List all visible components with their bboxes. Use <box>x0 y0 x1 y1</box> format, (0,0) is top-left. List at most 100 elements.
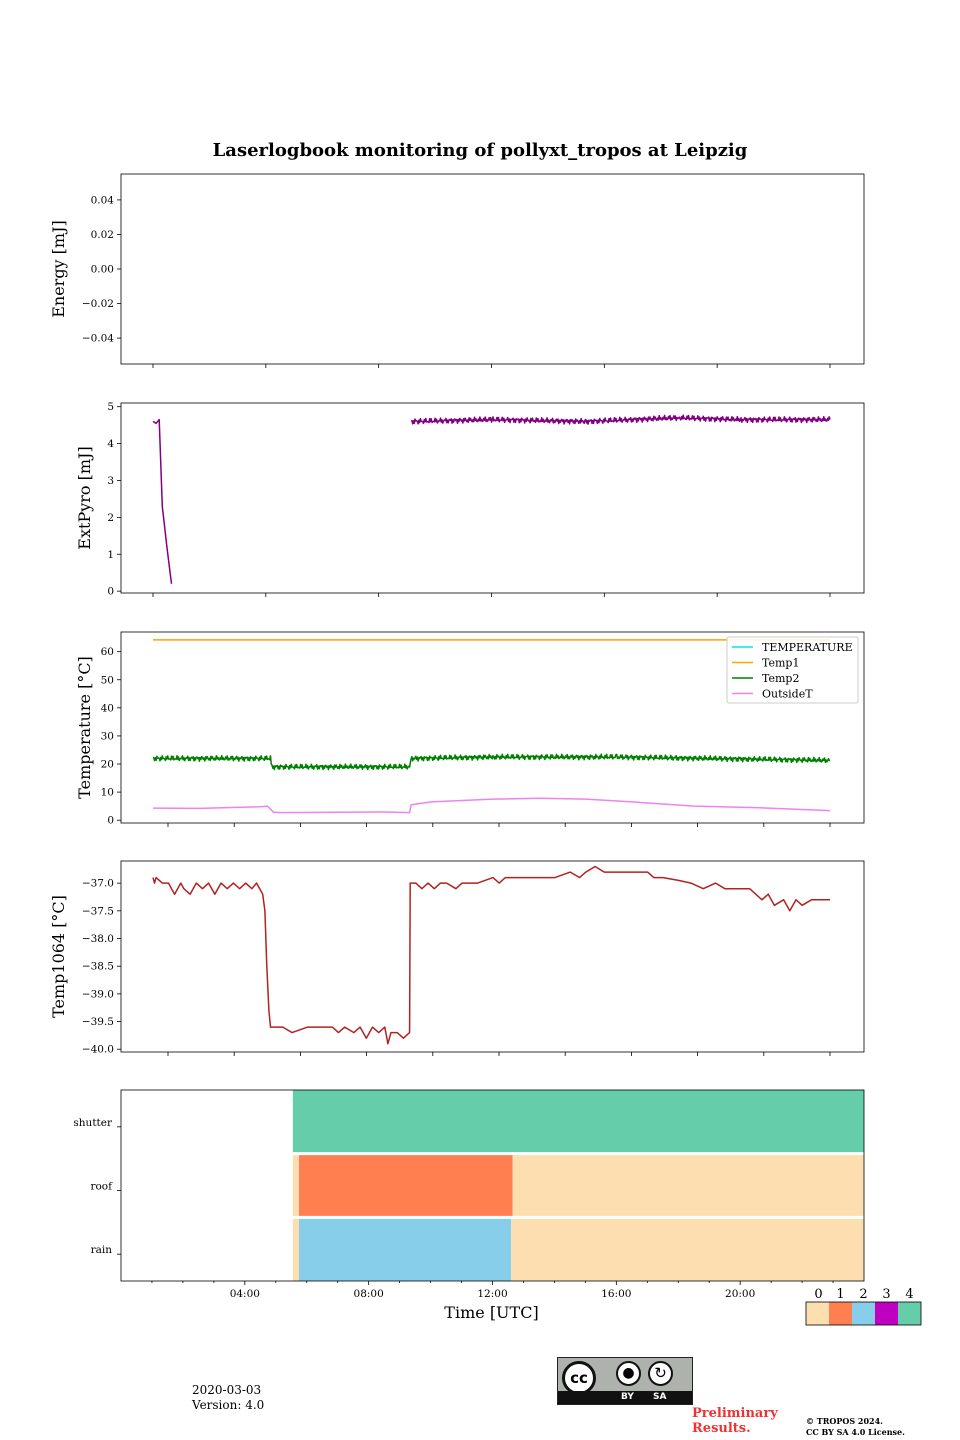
preliminary-line-1: Preliminary <box>692 1406 778 1421</box>
y-axis-label: Temperature [°C] <box>75 656 94 799</box>
y-tick-label: 50 <box>101 674 114 686</box>
legend-label: OutsideT <box>762 688 813 701</box>
series-line-outsidet <box>152 797 831 814</box>
y-tick-label: 2 <box>107 512 114 524</box>
row-label-shutter: shutter <box>73 1117 113 1129</box>
y-tick-label: −38.5 <box>82 961 114 973</box>
plot-area <box>121 174 864 364</box>
status-segment-rain <box>511 1217 864 1281</box>
legend: TEMPERATURE Temp1 Temp2 OutsideT <box>726 636 859 704</box>
series-line-temp2 <box>152 753 831 771</box>
axes-frame <box>120 402 865 594</box>
colorbar-cell <box>875 1302 898 1325</box>
y-tick-label: 60 <box>101 646 114 658</box>
y-tick-label: 30 <box>101 730 114 742</box>
sa-icon: ↻ <box>648 1361 673 1386</box>
status-segment-rain <box>299 1217 512 1281</box>
legend-label: Temp1 <box>762 657 799 670</box>
copyright-line-1: © TROPOS 2024. <box>806 1416 883 1426</box>
y-axis-label: ExtPyro [mJ] <box>75 446 94 549</box>
version-label: Version: 4.0 <box>192 1398 265 1412</box>
x-tick-label: 16:00 <box>601 1288 631 1300</box>
y-tick-label: −0.02 <box>82 298 114 310</box>
colorbar-cell <box>829 1302 852 1325</box>
cc-logo-icon: cc <box>562 1361 596 1395</box>
date-label: 2020-03-03 <box>192 1383 262 1397</box>
copyright-label: © TROPOS 2024. CC BY SA 4.0 License. <box>806 1416 905 1438</box>
status-segment-shutter <box>292 1090 865 1154</box>
status-segment-rain <box>292 1217 300 1281</box>
y-tick-label: 1 <box>107 549 114 561</box>
y-axis-label: Temp1064 [°C] <box>49 895 68 1018</box>
y-tick-label: 0.02 <box>91 229 114 241</box>
x-axis-label: Time [UTC] <box>444 1303 538 1322</box>
y-axis-label: Energy [mJ] <box>49 220 68 318</box>
status-segment-roof <box>512 1153 864 1218</box>
y-tick-label: 4 <box>107 438 114 450</box>
panel-energy: 0.04 0.02 0.00 −0.02 −0.04 Energy [mJ] <box>49 173 865 368</box>
colorbar-frame <box>805 1301 922 1326</box>
preliminary-label: Preliminary Results. <box>692 1406 778 1436</box>
series-group <box>152 414 831 584</box>
cc-license-badge: cc ● ↻ BY SA <box>557 1357 693 1405</box>
y-tick-label: 0 <box>107 586 114 598</box>
x-tick-label: 04:00 <box>230 1288 260 1300</box>
y-tick-label: 0.00 <box>91 264 114 276</box>
cc-by-label: BY <box>621 1392 634 1402</box>
panel-status: shutter roof rain 04:00 08:00 12:00 16:00 20:00… <box>73 1089 922 1326</box>
y-tick-label: −38.0 <box>82 933 114 945</box>
x-tick-label: 20:00 <box>725 1288 755 1300</box>
colorbar-cell <box>806 1302 829 1325</box>
legend-box <box>726 636 859 704</box>
y-tick-label: −0.04 <box>82 333 114 345</box>
y-tick-label: 3 <box>107 475 114 487</box>
plot-area <box>121 861 864 1052</box>
colorbar-label: 4 <box>905 1287 913 1302</box>
y-tick-label: −40.0 <box>82 1044 114 1056</box>
series-line-temp1064 <box>152 865 830 1045</box>
series-group <box>152 639 831 814</box>
panel-temperature: 60 50 40 30 20 10 0 Temperature [°C] TEMPERATURE… <box>75 631 865 827</box>
copyright-line-2: CC BY SA 4.0 License. <box>806 1427 905 1437</box>
preliminary-line-2: Results. <box>692 1421 751 1436</box>
colorbar-label: 2 <box>859 1287 867 1302</box>
axes-frame <box>120 173 865 365</box>
y-tick-label: −37.5 <box>82 905 114 917</box>
colorbar-label: 1 <box>836 1287 844 1302</box>
status-segment-roof <box>299 1153 513 1218</box>
x-tick-label: 08:00 <box>354 1288 384 1300</box>
y-tick-label: 5 <box>107 401 114 413</box>
colorbar-cell <box>898 1302 921 1325</box>
y-tick-label: 10 <box>101 787 114 799</box>
panel-temp1064: −37.0 −37.5 −38.0 −38.5 −39.0 −39.5 −40.0 Temp1… <box>49 860 865 1056</box>
row-label-roof: roof <box>90 1181 113 1193</box>
axes-frame <box>120 631 865 824</box>
axes-frame <box>120 1089 865 1282</box>
panel-extpyro: 5 4 3 2 1 0 ExtPyro [mJ] <box>75 401 865 598</box>
y-tick-label: −39.0 <box>82 988 114 1000</box>
y-tick-label: −37.0 <box>82 878 114 890</box>
y-tick-label: 40 <box>101 702 114 714</box>
figure-title: Laserlogbook monitoring of pollyxt_tropo… <box>212 140 748 161</box>
colorbar-label: 3 <box>882 1287 890 1302</box>
by-icon: ● <box>616 1361 641 1386</box>
status-segment-roof <box>292 1153 300 1218</box>
cc-strip: BY SA <box>558 1391 692 1404</box>
colorbar-cell <box>852 1302 875 1325</box>
legend-label: TEMPERATURE <box>762 641 853 654</box>
colorbar-label: 0 <box>814 1287 822 1302</box>
y-tick-label: 0 <box>107 815 114 827</box>
cc-sa-label: SA <box>653 1392 667 1402</box>
y-tick-label: 20 <box>101 759 114 771</box>
axes-frame <box>120 860 865 1053</box>
series-group <box>152 865 830 1045</box>
series-line-extpyro <box>410 414 831 425</box>
x-tick-label: 12:00 <box>477 1288 507 1300</box>
y-tick-label: 0.04 <box>91 194 115 206</box>
legend-label: Temp2 <box>762 672 799 685</box>
y-tick-label: −39.5 <box>82 1016 114 1028</box>
row-label-rain: rain <box>91 1244 113 1256</box>
plot-area <box>121 403 864 593</box>
